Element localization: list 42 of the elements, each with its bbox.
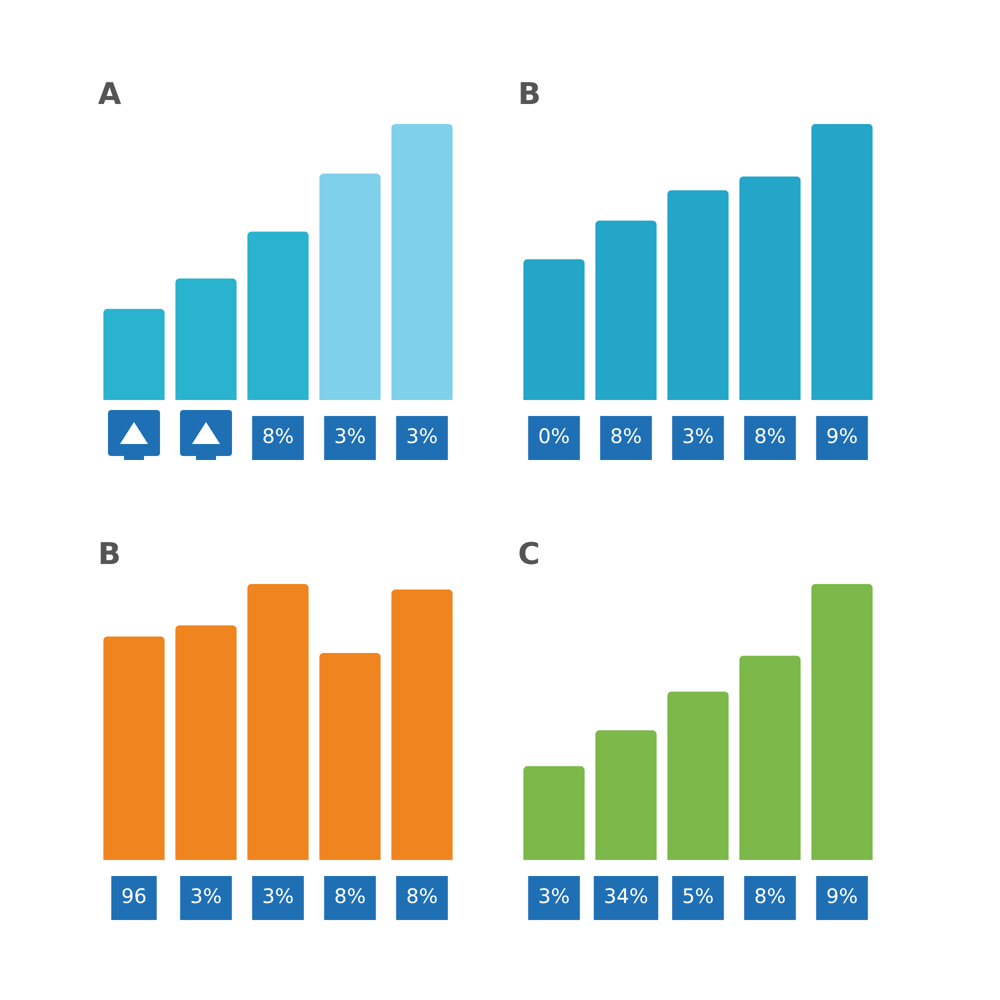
chart-title: A [98,76,122,112]
x-tick-label: 0% [538,424,570,448]
bar [391,124,453,400]
x-tick-label: 3% [334,424,366,448]
bar [391,590,453,860]
chart-title: B [98,536,121,572]
bar [739,176,801,400]
bar [523,259,585,400]
x-tick-label: 3% [682,424,714,448]
x-tick-label: 9% [826,884,858,908]
bar [319,653,381,860]
x-tick-label: 96 [121,884,147,908]
bar [523,766,585,860]
chart-title: B [518,76,541,112]
bar [247,232,309,400]
x-tick-label: 8% [754,424,786,448]
bar [319,174,381,400]
bar [175,625,237,860]
x-tick-label: 8% [262,424,294,448]
bar [595,730,657,860]
x-tick-label: 5% [682,884,714,908]
bar [247,584,309,860]
x-tick-label: 9% [826,424,858,448]
x-tick-label: 8% [406,884,438,908]
x-tick-label: 8% [754,884,786,908]
bar [811,584,873,860]
x-tick-label: 3% [262,884,294,908]
x-tick-label: 8% [334,884,366,908]
x-tick-label: 8% [610,424,642,448]
x-tick-label: 3% [190,884,222,908]
bar [175,278,237,400]
chart-title: C [518,536,540,572]
bar [811,124,873,400]
x-tick-label: 3% [538,884,570,908]
bar [739,656,801,860]
bar [103,636,165,860]
x-tick-label: 34% [604,884,648,908]
bar [595,220,657,400]
bar [103,308,165,400]
x-tick-label: 3% [406,424,438,448]
bar [667,190,729,400]
bar [667,692,729,860]
